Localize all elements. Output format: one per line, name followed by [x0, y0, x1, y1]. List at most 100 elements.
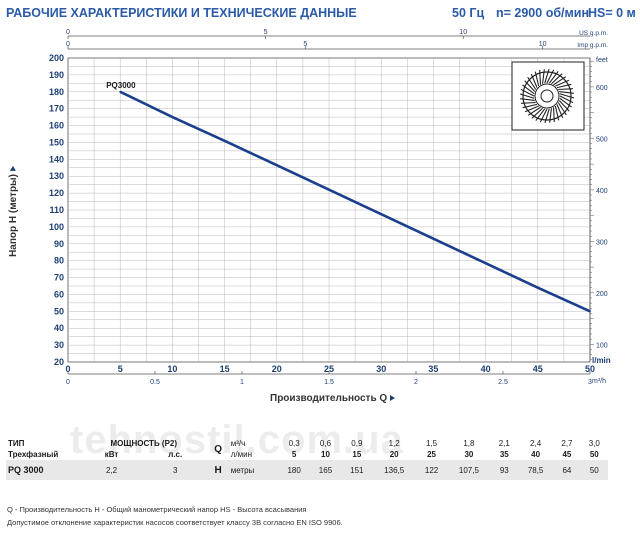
impeller-vane	[556, 104, 564, 119]
x-tick-label: 5	[118, 364, 123, 374]
y-tick-label: 180	[49, 87, 64, 97]
axes: 2030405060708090100110120130140150160170…	[49, 29, 611, 386]
spec-table: ТИП МОЩНОСТЬ (P2) Q м³/ч 0,3 0,6 0,9 1,2…	[6, 438, 608, 480]
curves: PQ3000	[106, 81, 591, 313]
us-gpm-tick-label: 5	[264, 29, 268, 36]
lmin-cell: 40	[531, 450, 541, 459]
lmin-cell: 10	[321, 450, 330, 459]
us-gpm-tick-label: 10	[459, 29, 467, 36]
impeller-vane	[522, 103, 538, 109]
impeller-vane	[520, 101, 536, 104]
data-point	[328, 188, 330, 191]
m3h-cell: 2,1	[498, 439, 510, 448]
y-tick-label: 60	[54, 289, 64, 299]
lmin-cell: 30	[464, 450, 474, 459]
h-cell: 50	[589, 465, 599, 475]
data-point	[536, 286, 539, 289]
x-tick-label: 35	[428, 364, 438, 374]
spec-header-row: ТИП МОЩНОСТЬ (P2) Q м³/ч 0,3 0,6 0,9 1,2…	[6, 438, 608, 455]
y-tick-label: 40	[54, 323, 64, 333]
lmin-cell: 5	[291, 450, 297, 459]
hp-unit: л.с.	[168, 450, 183, 459]
y-tick-label: 20	[54, 357, 64, 367]
feet-tick-label: 400	[596, 188, 608, 195]
m3h-tick-label: 1.5	[324, 379, 334, 386]
lmin-cell: 25	[427, 450, 437, 459]
imp-gpm-units-label: Imp g.p.m.	[577, 42, 608, 49]
x-tick-label: 40	[481, 364, 491, 374]
y-tick-label: 100	[49, 222, 64, 232]
x-tick-label: 45	[533, 364, 543, 374]
y-tick-label: 70	[54, 273, 64, 283]
impeller-outer-ring	[522, 71, 572, 121]
h-cell: 78,5	[527, 465, 544, 475]
arrow-up-icon	[10, 166, 17, 172]
impeller-vane	[557, 102, 567, 116]
m3h-cell: 2,4	[530, 439, 542, 448]
lmin-cell: 50	[589, 450, 599, 459]
m3h-cell: 0,3	[288, 439, 300, 448]
feet-tick-label: 100	[596, 342, 608, 349]
h-cell: 93	[499, 465, 509, 475]
feet-tick-label: 500	[596, 136, 608, 143]
m3h-units-label: m³/h	[592, 378, 606, 385]
y-tick-label: 160	[49, 121, 64, 131]
suction-height-label: HS= 0 м	[588, 6, 636, 20]
legend-note: Q - Производительность H - Общий маномет…	[7, 505, 307, 514]
x-tick-label: 20	[272, 364, 282, 374]
data-point	[484, 262, 487, 265]
spec-subheader-row: Трехфазный кВт л.с. л/мин 5 10 15 20 25 …	[6, 449, 608, 460]
impeller-vane	[542, 69, 545, 84]
x-axis-title-text: Производительность Q	[270, 393, 388, 404]
impeller-vane	[558, 88, 574, 91]
impeller-vane	[527, 106, 541, 116]
impeller-vane	[519, 93, 535, 99]
impeller-vane	[544, 108, 550, 124]
type-header: ТИП	[8, 439, 25, 448]
lmin-cell: 20	[389, 450, 399, 459]
impeller-vane	[559, 91, 574, 94]
y-tick-label: 170	[49, 104, 64, 114]
impeller-vane	[559, 95, 574, 104]
impeller-vane	[552, 107, 555, 123]
curve-label: PQ3000	[106, 81, 136, 90]
impeller-icon	[511, 61, 585, 131]
impeller-vane	[558, 100, 570, 112]
x-tick-label: 15	[220, 364, 230, 374]
q-symbol: Q	[214, 443, 222, 455]
kw-value: 2,2	[105, 465, 118, 475]
impeller-vane	[520, 98, 535, 101]
y-tick-label: 90	[54, 239, 64, 249]
m3h-tick-label: 1	[240, 379, 244, 386]
series-line	[119, 90, 591, 313]
impeller-vane	[524, 80, 536, 92]
y-tick-label: 140	[49, 154, 64, 164]
speed-label: n= 2900 об/мин	[496, 6, 589, 20]
feet-tick-label: 300	[596, 239, 608, 246]
phase-label: Трехфазный	[8, 450, 59, 459]
kw-unit: кВт	[104, 450, 119, 459]
model-row: PQ 3000 2,2 3 H метры 180 165 151 136,5 …	[6, 460, 608, 480]
y-tick-label: 200	[49, 53, 64, 63]
meters-unit: метры	[230, 465, 255, 475]
x-axis-title: Производительность Q	[270, 393, 396, 404]
feet-tick-label: 600	[596, 85, 608, 92]
m3h-tick-label: 0.5	[150, 379, 160, 386]
y-tick-label: 50	[54, 306, 64, 316]
m3h-cell: 1,2	[388, 439, 400, 448]
arrow-right-icon	[390, 395, 396, 402]
data-point	[223, 139, 226, 142]
impeller-vane	[559, 93, 575, 99]
x-tick-label: 30	[376, 364, 386, 374]
imp-gpm-tick-label: 0	[66, 41, 70, 48]
impeller-vane	[551, 73, 563, 85]
impeller-shaft	[540, 89, 554, 103]
lmin-cell: 45	[562, 450, 572, 459]
m3h-unit: м³/ч	[230, 439, 246, 448]
feet-units-label: feet	[596, 57, 608, 64]
y-tick-label: 120	[49, 188, 64, 198]
tolerance-note: Допустимое отклонение характеристик насо…	[7, 518, 343, 527]
data-point	[119, 90, 122, 93]
imp-gpm-tick-label: 5	[303, 41, 307, 48]
data-point	[432, 237, 435, 240]
